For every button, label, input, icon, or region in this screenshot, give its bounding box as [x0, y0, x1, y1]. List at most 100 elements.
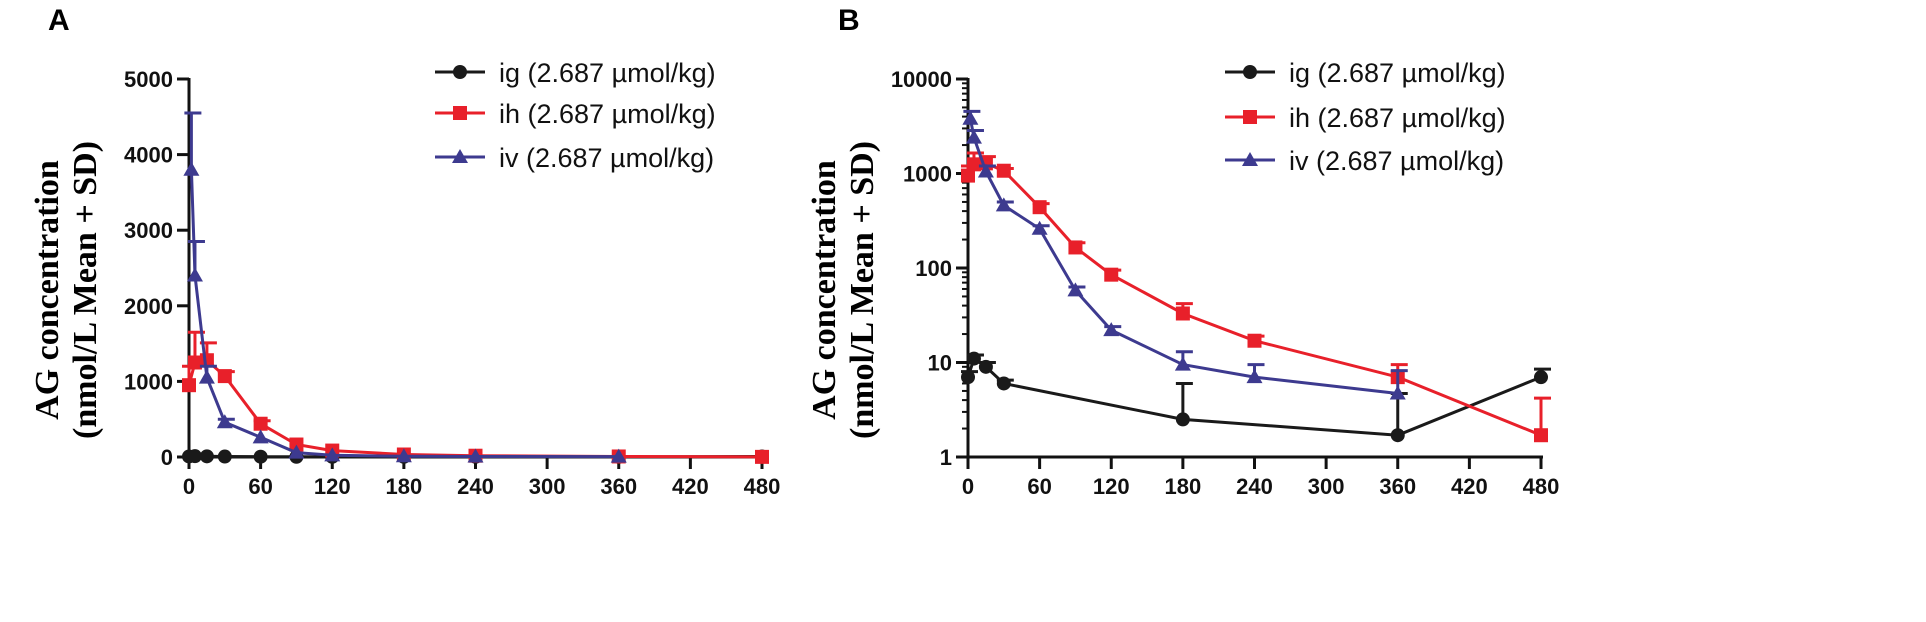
- panel-b-legend-label-iv: iv (2.687 µmol/kg): [1289, 146, 1504, 176]
- panel-b-point-ig: [966, 351, 981, 366]
- panel-a-ytick-label: 3000: [124, 218, 173, 243]
- panel-a-point-iv: [183, 161, 200, 176]
- panel-b-point-iv: [977, 163, 994, 178]
- panel-a-legend-marker-ig: [453, 65, 467, 79]
- panel-b-series-iv: [962, 109, 1408, 400]
- panel-a-ytick-label: 5000: [124, 67, 173, 92]
- panel-b-legend-label-ig: ig (2.687 µmol/kg): [1289, 58, 1506, 88]
- panel-b-xtick-label: 420: [1451, 474, 1488, 499]
- panel-b-xtick-label: 360: [1379, 474, 1416, 499]
- panel-b-point-iv: [962, 110, 979, 125]
- panel-a-point-iv: [198, 369, 215, 384]
- panel-a-series-iv: [183, 111, 627, 463]
- panel-b-point-iv: [1067, 282, 1084, 297]
- panel-a-series-ih: [182, 330, 769, 464]
- panel-b-point-iv: [1389, 385, 1406, 400]
- panel-a-legend-marker-ih: [453, 106, 467, 120]
- panel-a-point-ih: [755, 449, 769, 464]
- panel-a-point-ih: [187, 355, 202, 370]
- panel-b-point-ih: [1247, 333, 1262, 348]
- panel-a-xtick-label: 240: [457, 474, 494, 499]
- panel-b-point-ig: [961, 370, 975, 385]
- panel-b-point-iv: [1031, 220, 1048, 235]
- panel-b-label: B: [838, 4, 860, 37]
- panel-a-ytick-label: 0: [161, 445, 173, 470]
- panel-b-point-ih: [996, 163, 1011, 178]
- panel-b-point-ig: [978, 359, 993, 374]
- panel-b-ytick-label: 100: [915, 256, 952, 281]
- panel-b: B AG concentration (nmol/L Mean + SD) 1 1…: [806, 4, 1559, 499]
- panel-b-point-ih: [961, 168, 975, 183]
- panel-a-label: A: [48, 4, 70, 37]
- panel-b-series-line-iv: [968, 118, 1398, 395]
- panel-b-legend-label-ih: ih (2.687 µmol/kg): [1289, 103, 1506, 133]
- panel-a-point-iv: [186, 267, 203, 282]
- panel-a-ytick-label: 2000: [124, 294, 173, 319]
- panel-a-point-ih: [182, 378, 196, 393]
- panel-a-point-iv: [216, 414, 233, 429]
- panel-b-legend-marker-iv: [1242, 152, 1258, 166]
- panel-a-point-ig: [187, 449, 202, 464]
- panel-b-xtick-label: 180: [1165, 474, 1202, 499]
- panel-b-point-iv: [965, 129, 982, 144]
- panel-a-legend-ig: ig (2.687 µmol/kg): [435, 58, 716, 88]
- panel-a-point-ig: [199, 449, 214, 464]
- panel-b-point-ig: [1390, 428, 1405, 443]
- panel-a-point-iv: [467, 448, 484, 463]
- panel-a-xtick-label: 300: [529, 474, 566, 499]
- panel-a-xtick-label: 420: [672, 474, 709, 499]
- panel-a-xtick-label: 120: [314, 474, 351, 499]
- panel-a-point-iv: [288, 444, 305, 459]
- panel-b-ytick-label: 10: [928, 351, 952, 376]
- panel-b-legend-iv: iv (2.687 µmol/kg): [1225, 146, 1504, 176]
- panel-b-point-ig: [1534, 370, 1548, 385]
- panel-a-point-ih: [289, 437, 304, 452]
- panel-b-legend-marker-ih: [1243, 110, 1257, 124]
- panel-a-legend-label-ig: ig (2.687 µmol/kg): [499, 58, 716, 88]
- panel-b-xtick-label: 60: [1027, 474, 1051, 499]
- panel-b-ytick-label: 1000: [903, 162, 952, 187]
- panel-a-point-ig: [253, 449, 268, 464]
- panel-b-point-iv: [1246, 369, 1263, 384]
- panel-a-legend-iv: iv (2.687 µmol/kg): [435, 143, 714, 173]
- panel-b-legend-marker-ig: [1243, 65, 1257, 79]
- panel-a-xtick-label: 480: [744, 474, 781, 499]
- panel-b-point-ih: [966, 157, 981, 172]
- panel-b-point-ih: [1175, 306, 1190, 321]
- panel-a-xtick-label: 180: [386, 474, 423, 499]
- panel-b-ytick-label: 10000: [891, 67, 952, 92]
- panel-a-xtick-label: 0: [183, 474, 195, 499]
- panel-a-legend-ih: ih (2.687 µmol/kg): [435, 99, 716, 129]
- panel-b-ylabel-line2: (nmol/L Mean + SD): [844, 141, 881, 439]
- panel-b-point-ig: [996, 376, 1011, 391]
- panel-b-point-ig: [1175, 412, 1190, 427]
- panel-b-ylabel-line1: AG concentration: [806, 160, 843, 420]
- panel-b-legend-ih: ih (2.687 µmol/kg): [1225, 103, 1506, 133]
- panel-b-ytick-label: 1: [940, 445, 952, 470]
- panel-a-xtick-label: 360: [600, 474, 637, 499]
- panel-a-ylabel-line2: (nmol/L Mean + SD): [67, 141, 104, 439]
- panel-a-ylabel-line1: AG concentration: [29, 160, 66, 420]
- panel-b-point-iv: [995, 197, 1012, 212]
- panel-b-legend-ig: ig (2.687 µmol/kg): [1225, 58, 1506, 88]
- panel-b-point-ih: [1534, 428, 1548, 443]
- panel-a: A AG concentration (nmol/L Mean + SD) 0 1…: [29, 4, 780, 499]
- panel-b-point-iv: [1103, 322, 1120, 337]
- panel-b-series-ih: [961, 151, 1551, 443]
- panel-b-point-ih: [1068, 240, 1083, 255]
- panel-a-point-iv: [395, 448, 412, 463]
- panel-b-xtick-label: 480: [1523, 474, 1560, 499]
- panel-a-legend-label-ih: ih (2.687 µmol/kg): [499, 99, 716, 129]
- panel-a-ytick-label: 1000: [124, 369, 173, 394]
- panel-a-legend-marker-iv: [452, 149, 468, 163]
- panel-a-point-iv: [252, 429, 269, 444]
- panel-b-xtick-label: 120: [1093, 474, 1130, 499]
- panel-b-point-ih: [1104, 267, 1119, 282]
- panel-b-xtick-label: 0: [962, 474, 974, 499]
- panel-a-series-line-iv: [189, 169, 619, 459]
- panel-a-point-iv: [324, 447, 341, 462]
- panel-a-point-ih: [253, 416, 268, 431]
- panel-b-point-ih: [1032, 200, 1047, 215]
- panel-b-series-ig: [961, 351, 1551, 443]
